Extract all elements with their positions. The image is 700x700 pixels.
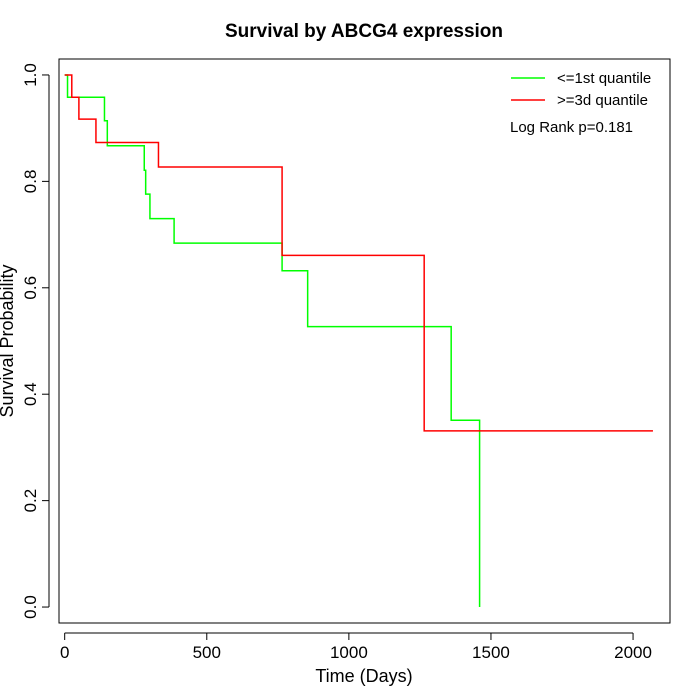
legend: <=1st quantile >=3d quantile [511,70,651,109]
survival-curve-low [64,74,481,608]
x-tick-label: 1500 [472,643,510,662]
log-rank-annotation: Log Rank p=0.181 [510,119,633,136]
survival-curve-high [64,74,653,432]
y-tick-label: 0.4 [21,382,40,406]
x-tick-label: 0 [60,643,69,662]
y-axis-label: Survival Probability [0,264,17,417]
x-tick-label: 500 [193,643,221,662]
x-tick-label: 2000 [614,643,652,662]
y-tick-label: 0.6 [21,276,40,300]
y-tick-label: 0.2 [21,489,40,513]
y-tick-label: 1.0 [21,63,40,87]
y-tick-label: 0.0 [21,595,40,619]
x-axis: 0 500 1000 1500 2000 [60,632,652,662]
x-axis-label: Time (Days) [315,666,412,686]
y-axis: 0.0 0.2 0.4 0.6 0.8 1.0 [21,63,50,619]
legend-label-high: >=3d quantile [557,92,648,109]
series-layer [64,74,653,608]
x-tick-label: 1000 [330,643,368,662]
plot-frame [58,58,671,624]
y-tick-label: 0.8 [21,170,40,194]
chart-title: Survival by ABCG4 expression [225,21,503,42]
legend-label-low: <=1st quantile [557,70,651,87]
